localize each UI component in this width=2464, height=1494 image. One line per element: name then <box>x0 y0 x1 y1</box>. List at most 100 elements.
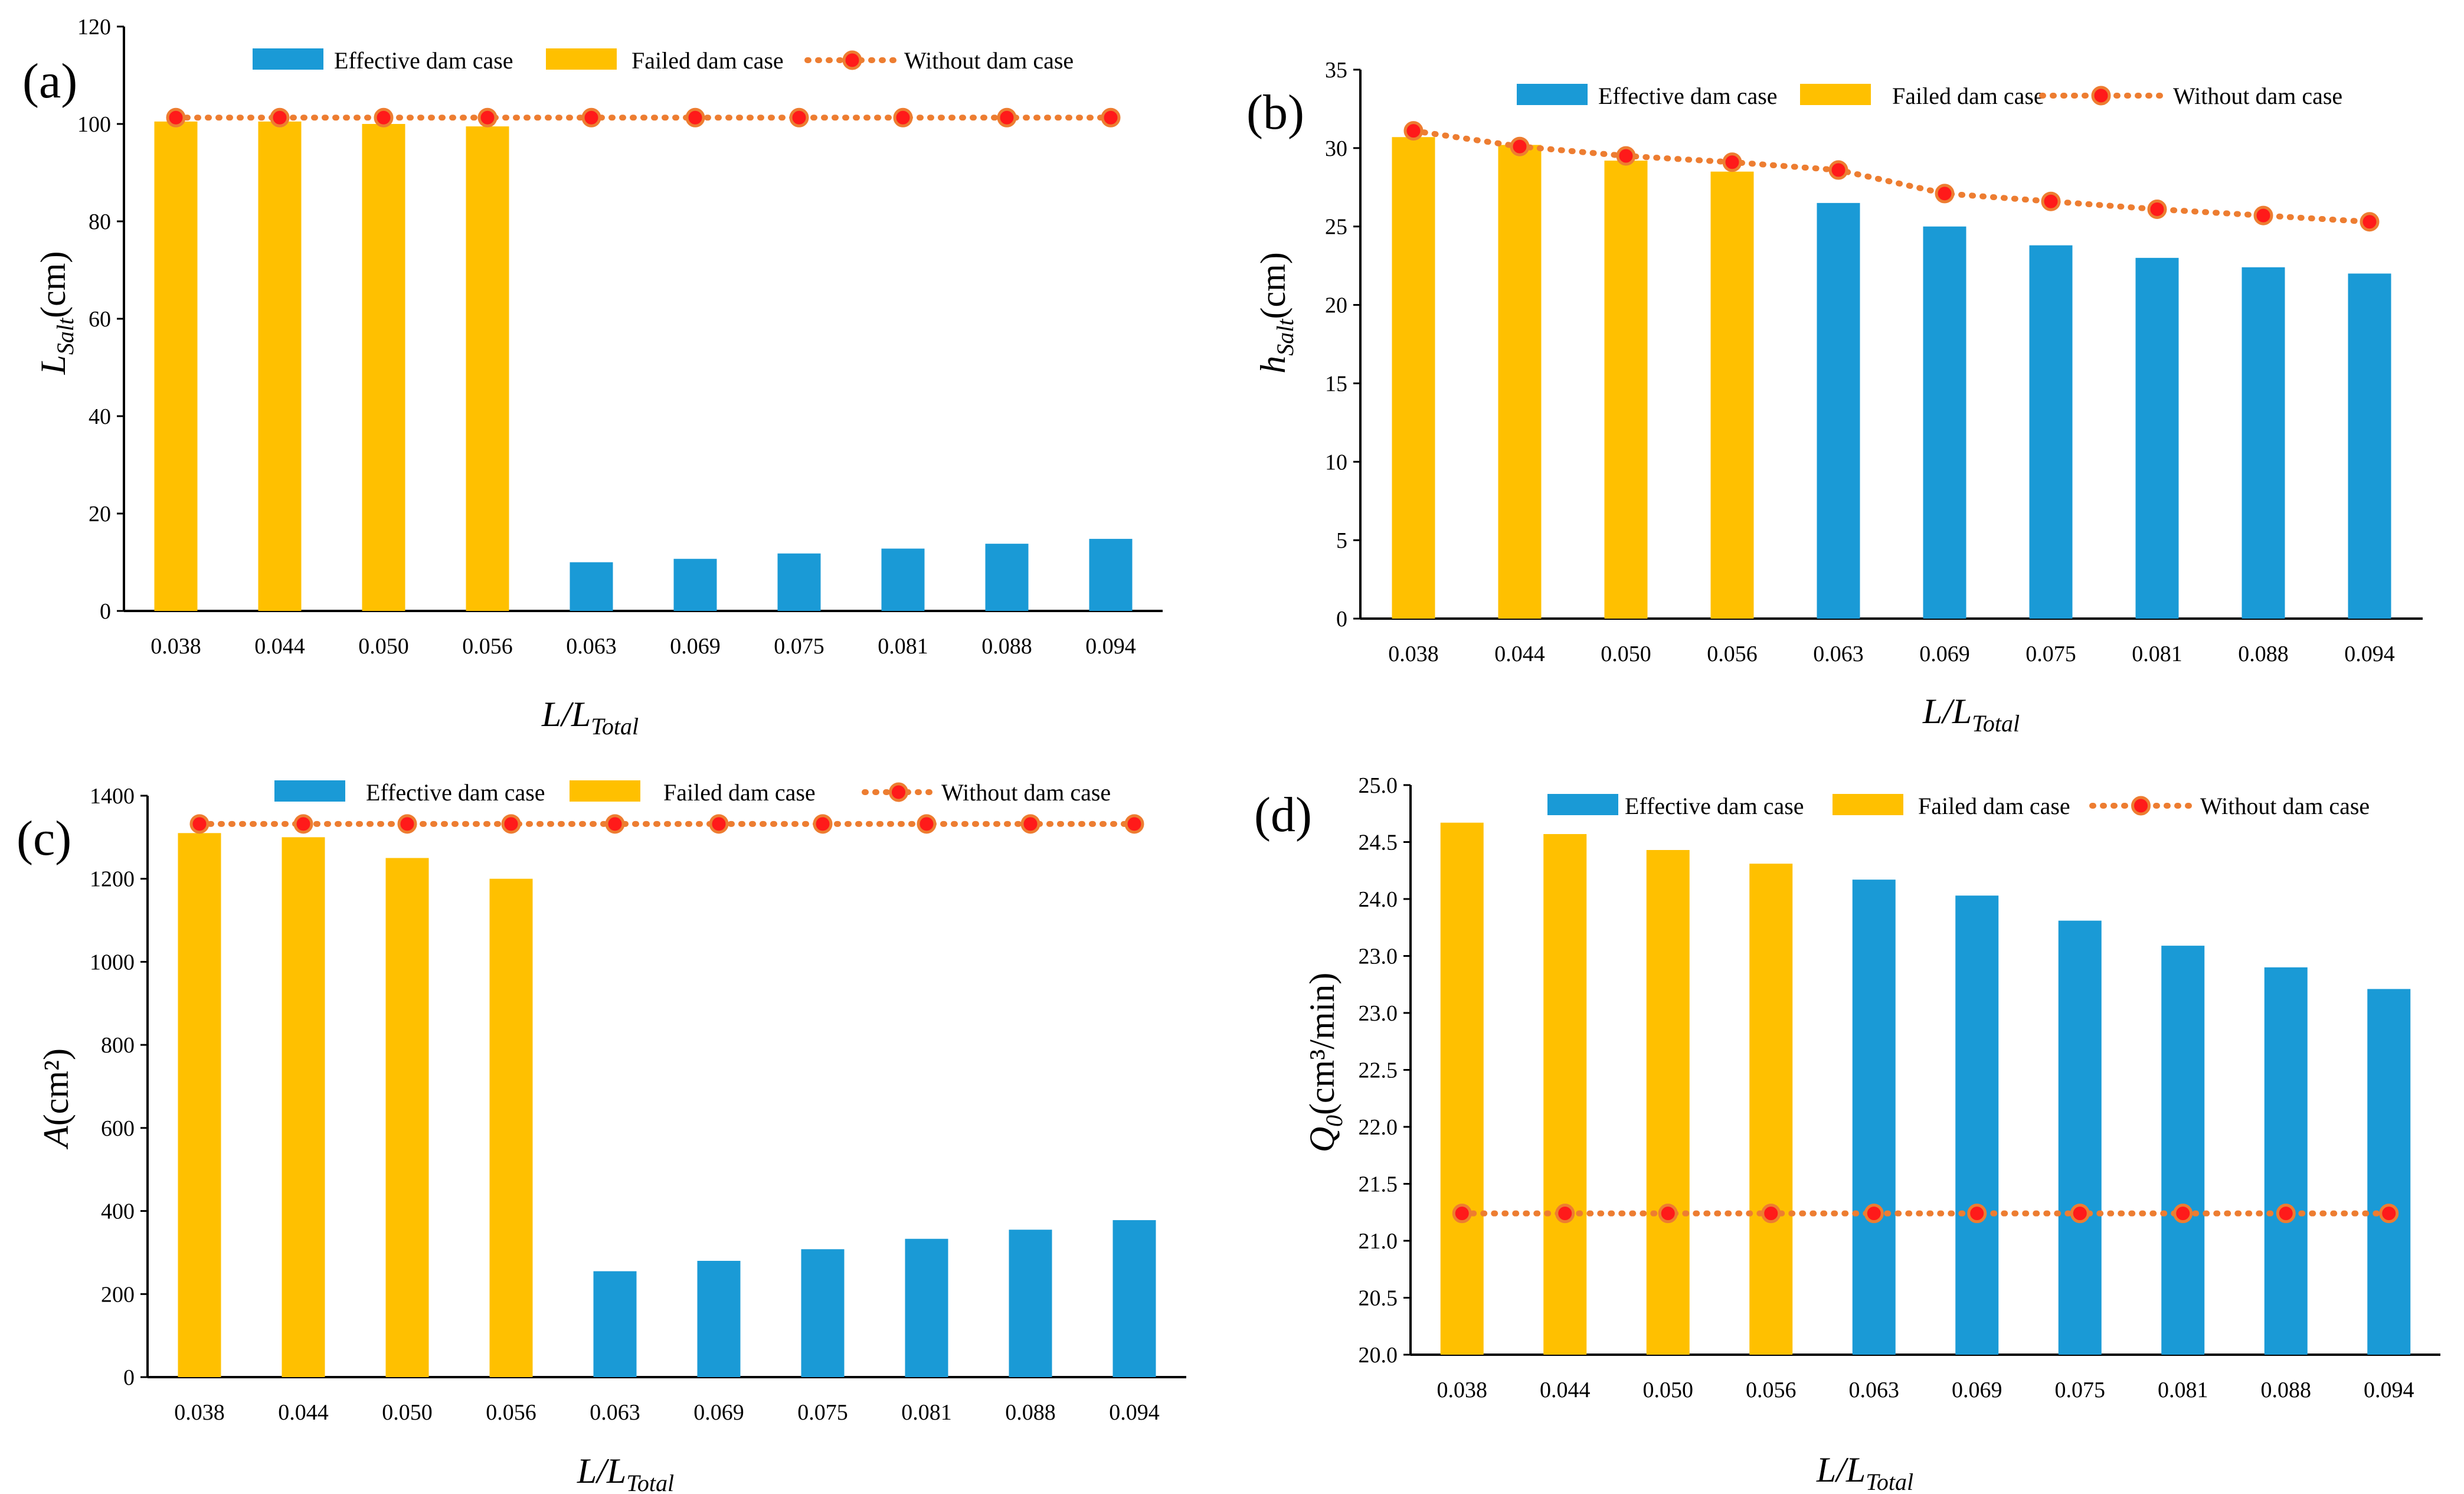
y-axis-title: LSalt(cm) <box>34 251 78 375</box>
x-tick-label: 0.063 <box>1849 1378 1900 1403</box>
without-dam-marker <box>997 107 1017 128</box>
without-dam-marker <box>1864 1204 1884 1224</box>
failed-dam-bar <box>362 124 405 611</box>
x-axis-title-subscript: Total <box>1972 710 2020 737</box>
y-tick-label: 0 <box>1336 607 1347 632</box>
failed-dam-bar <box>1604 161 1648 619</box>
failed-dam-bar <box>1392 137 1435 619</box>
x-tick-label: 0.094 <box>1109 1400 1160 1425</box>
x-tick-label: 0.038 <box>174 1400 225 1425</box>
effective-dam-bar <box>2367 989 2411 1355</box>
without-dam-marker <box>1555 1204 1575 1224</box>
y-tick-label: 5 <box>1336 528 1347 553</box>
failed-dam-bar <box>154 121 198 611</box>
without-dam-marker <box>1616 146 1636 166</box>
effective-dam-bar <box>1112 1220 1156 1377</box>
x-tick-label: 0.069 <box>1952 1378 2002 1403</box>
x-tick-label: 0.044 <box>1540 1378 1591 1403</box>
x-tick-label: 0.075 <box>774 634 824 659</box>
effective-dam-bar <box>2135 257 2179 619</box>
panel-letter: (b) <box>1246 85 1304 140</box>
failed-dam-bar <box>1543 833 1587 1355</box>
y-tick-label: 1400 <box>90 784 135 809</box>
x-tick-label: 0.094 <box>1085 634 1136 659</box>
x-tick-label: 0.038 <box>1388 642 1439 666</box>
x-axis-title: L/LTotal <box>1816 1450 1913 1494</box>
y-tick-label: 1200 <box>90 867 135 892</box>
x-tick-label: 0.056 <box>462 634 513 659</box>
without-dam-marker <box>1403 121 1424 141</box>
x-tick-label: 0.081 <box>878 634 928 659</box>
y-tick-label: 200 <box>101 1282 135 1307</box>
without-dam-marker <box>374 107 394 128</box>
y-tick-label: 24.5 <box>1359 831 1398 855</box>
without-dam-marker <box>1124 814 1144 834</box>
y-tick-label: 21.0 <box>1359 1229 1398 1254</box>
legend-label-without: Without dam case <box>941 779 1111 806</box>
effective-dam-bar <box>2161 946 2205 1355</box>
y-tick-label: 0 <box>123 1365 135 1390</box>
legend-label-without: Without dam case <box>2200 793 2370 819</box>
without-dam-marker <box>917 814 937 834</box>
y-axis-title-symbol: Q <box>1303 1127 1341 1152</box>
without-dam-marker <box>293 814 313 834</box>
without-dam-marker <box>709 814 729 834</box>
effective-dam-bar <box>697 1261 741 1377</box>
y-tick-label: 20.5 <box>1359 1286 1398 1311</box>
y-axis-title-subscript: Salt <box>52 318 78 355</box>
y-tick-label: 30 <box>1325 136 1347 161</box>
x-tick-label: 0.069 <box>693 1400 744 1425</box>
without-dam-marker <box>1658 1204 1678 1224</box>
effective-dam-bar <box>777 553 821 611</box>
legend-swatch-effective <box>1517 84 1588 105</box>
legend-label-failed: Failed dam case <box>663 779 816 806</box>
x-tick-label: 0.094 <box>2344 642 2395 666</box>
failed-dam-bar <box>282 837 325 1377</box>
y-tick-label: 25 <box>1325 215 1347 240</box>
without-dam-marker <box>1452 1204 1472 1224</box>
x-tick-label: 0.056 <box>1707 642 1758 666</box>
panel-b: 0 5 10 15 20 25 30 35 0.038 0.044 0.050 0.056 0.063 0… <box>1246 58 2423 737</box>
y-tick-label: 22.5 <box>1359 1058 1398 1083</box>
failed-dam-bar <box>1710 171 1754 619</box>
x-tick-label: 0.038 <box>150 634 201 659</box>
y-tick-label: 120 <box>77 15 111 40</box>
failed-dam-bar <box>385 858 429 1377</box>
x-axis-title: L/LTotal <box>1922 692 2020 737</box>
effective-dam-bar <box>881 548 925 611</box>
effective-dam-bar <box>1089 538 1133 611</box>
y-axis-title: hSalt(cm) <box>1254 252 1298 374</box>
without-dam-marker <box>1722 152 1742 172</box>
effective-dam-bar <box>985 544 1029 611</box>
without-dam-marker <box>581 107 601 128</box>
effective-dam-bar <box>1852 880 1896 1355</box>
x-tick-label: 0.050 <box>1601 642 1651 666</box>
legend-label-failed: Failed dam case <box>1892 83 2044 109</box>
x-tick-label: 0.044 <box>254 634 305 659</box>
y-tick-label: 60 <box>89 307 111 332</box>
x-tick-label: 0.050 <box>382 1400 433 1425</box>
x-tick-label: 0.088 <box>2238 642 2289 666</box>
without-dam-marker <box>1761 1204 1781 1224</box>
y-tick-label: 80 <box>89 210 111 234</box>
x-tick-label: 0.069 <box>670 634 721 659</box>
failed-dam-bar <box>178 833 221 1377</box>
effective-dam-bar <box>1955 895 1999 1355</box>
legend-marker-without <box>889 782 908 802</box>
x-tick-label: 0.050 <box>1643 1378 1694 1403</box>
failed-dam-bar <box>1498 145 1542 619</box>
without-dam-marker <box>501 814 521 834</box>
failed-dam-bar <box>1440 822 1484 1355</box>
effective-dam-bar <box>2058 920 2102 1355</box>
x-tick-label: 0.044 <box>1494 642 1545 666</box>
y-axis-title-subscript: Salt <box>1272 319 1298 356</box>
y-axis-title-symbol: A <box>37 1126 76 1150</box>
y-axis-title-unit: (cm³/min) <box>1303 973 1341 1115</box>
legend-label-without: Without dam case <box>2173 83 2342 109</box>
without-dam-marker <box>2253 205 2273 225</box>
effective-dam-bar <box>570 562 613 611</box>
without-dam-marker <box>2147 199 2167 219</box>
without-dam-marker <box>2379 1204 2399 1224</box>
without-dam-marker <box>477 107 498 128</box>
